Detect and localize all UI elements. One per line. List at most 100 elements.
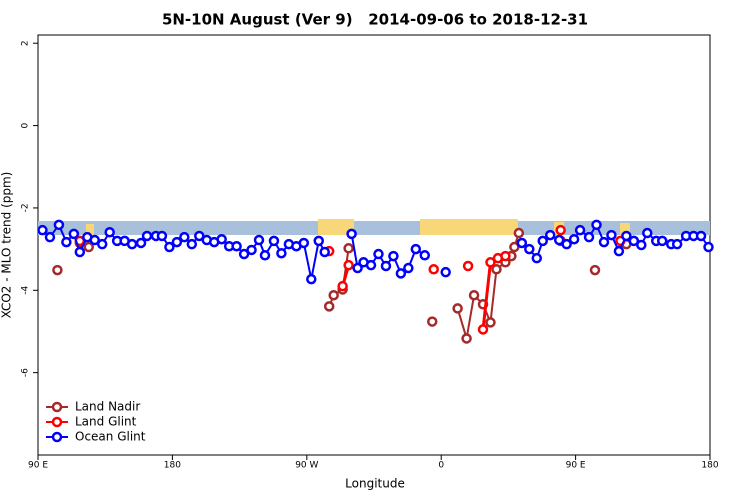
x-axis-label: Longitude: [345, 477, 405, 491]
data-point: [485, 257, 496, 268]
legend-marker: [51, 416, 63, 428]
data-point: [37, 224, 48, 236]
data-point: [276, 247, 287, 259]
data-point: [343, 243, 354, 254]
data-point: [61, 236, 72, 248]
data-point: [68, 228, 80, 240]
data-point: [613, 245, 625, 257]
data-point: [555, 224, 566, 236]
data-point: [568, 233, 580, 245]
data-point: [598, 236, 610, 248]
data-point: [628, 235, 640, 247]
data-point: [246, 244, 257, 256]
chart-title: 5N-10N August (Ver 9) 2014-09-06 to 2018…: [162, 11, 588, 29]
data-point: [636, 239, 647, 251]
data-point: [671, 238, 683, 250]
data-point: [89, 234, 100, 246]
data-point: [583, 231, 595, 243]
data-point: [135, 237, 147, 249]
data-point: [642, 227, 653, 239]
data-point: [141, 230, 153, 242]
data-point: [179, 231, 190, 243]
data-point: [268, 235, 280, 247]
data-point: [337, 280, 348, 292]
data-point: [216, 233, 227, 245]
data-point: [500, 250, 511, 262]
x-tick-label: 180: [164, 461, 181, 471]
data-point: [238, 248, 250, 260]
y-tick-label: -2: [21, 203, 31, 212]
y-tick-label: 0: [21, 122, 31, 128]
data-point: [194, 230, 205, 242]
data-point: [695, 230, 707, 242]
data-point: [164, 241, 175, 253]
x-tick-label: 90 E: [566, 461, 586, 471]
data-point: [561, 238, 572, 250]
data-point: [419, 250, 431, 261]
data-point: [513, 227, 525, 239]
data-point: [621, 230, 632, 242]
legend-marker: [51, 401, 63, 413]
y-tick-label: -6: [21, 368, 31, 377]
data-point: [298, 237, 310, 249]
data-point: [589, 264, 601, 276]
data-point: [74, 246, 86, 258]
data-point: [380, 260, 392, 272]
data-point: [346, 228, 357, 240]
map-strip: [38, 219, 710, 235]
data-point: [352, 262, 363, 274]
data-point: [477, 324, 489, 335]
data-point: [703, 241, 714, 253]
data-point: [319, 246, 330, 258]
y-axis-label: XCO2 - MLO trend (ppm): [0, 172, 14, 319]
data-point: [373, 248, 384, 260]
data-point: [524, 243, 535, 255]
data-point: [328, 289, 339, 301]
data-point: [126, 238, 138, 250]
data-point: [96, 238, 108, 250]
data-point: [259, 250, 271, 261]
data-point: [468, 289, 480, 301]
data-point: [323, 301, 335, 312]
data-point: [365, 259, 377, 271]
data-point: [516, 237, 528, 249]
data-point: [171, 236, 183, 248]
x-tick-label: 0: [438, 461, 444, 471]
series-line: [343, 241, 621, 330]
data-point: [606, 229, 617, 241]
data-point: [104, 226, 115, 238]
legend-label: Land Nadir: [75, 400, 140, 414]
data-point: [403, 262, 414, 274]
data-point: [485, 317, 496, 328]
data-point: [313, 235, 324, 247]
data-point: [44, 231, 56, 243]
y-tick-label: -4: [21, 286, 31, 295]
data-point: [440, 266, 451, 278]
data-point: [156, 230, 168, 242]
data-point: [544, 229, 556, 241]
data-point: [53, 219, 65, 231]
data-point: [462, 260, 474, 272]
data-point: [83, 241, 95, 253]
data-point: [395, 268, 407, 279]
x-tick-label: 180: [701, 461, 718, 471]
data-point: [253, 234, 265, 246]
data-point: [428, 264, 439, 275]
data-point: [461, 333, 472, 344]
data-point: [531, 252, 543, 264]
data-point: [553, 234, 565, 246]
data-point: [231, 240, 242, 252]
data-point: [537, 235, 548, 247]
data-point: [388, 250, 399, 262]
data-point: [509, 241, 520, 253]
legend-label: Ocean Glint: [75, 430, 146, 444]
data-point: [656, 235, 668, 247]
data-point: [410, 243, 422, 255]
data-point: [591, 219, 602, 231]
data-point: [452, 303, 463, 314]
y-tick-label: 2: [21, 40, 31, 46]
data-point: [186, 238, 198, 250]
x-tick-label: 90 W: [295, 461, 318, 471]
data-point: [52, 264, 63, 276]
